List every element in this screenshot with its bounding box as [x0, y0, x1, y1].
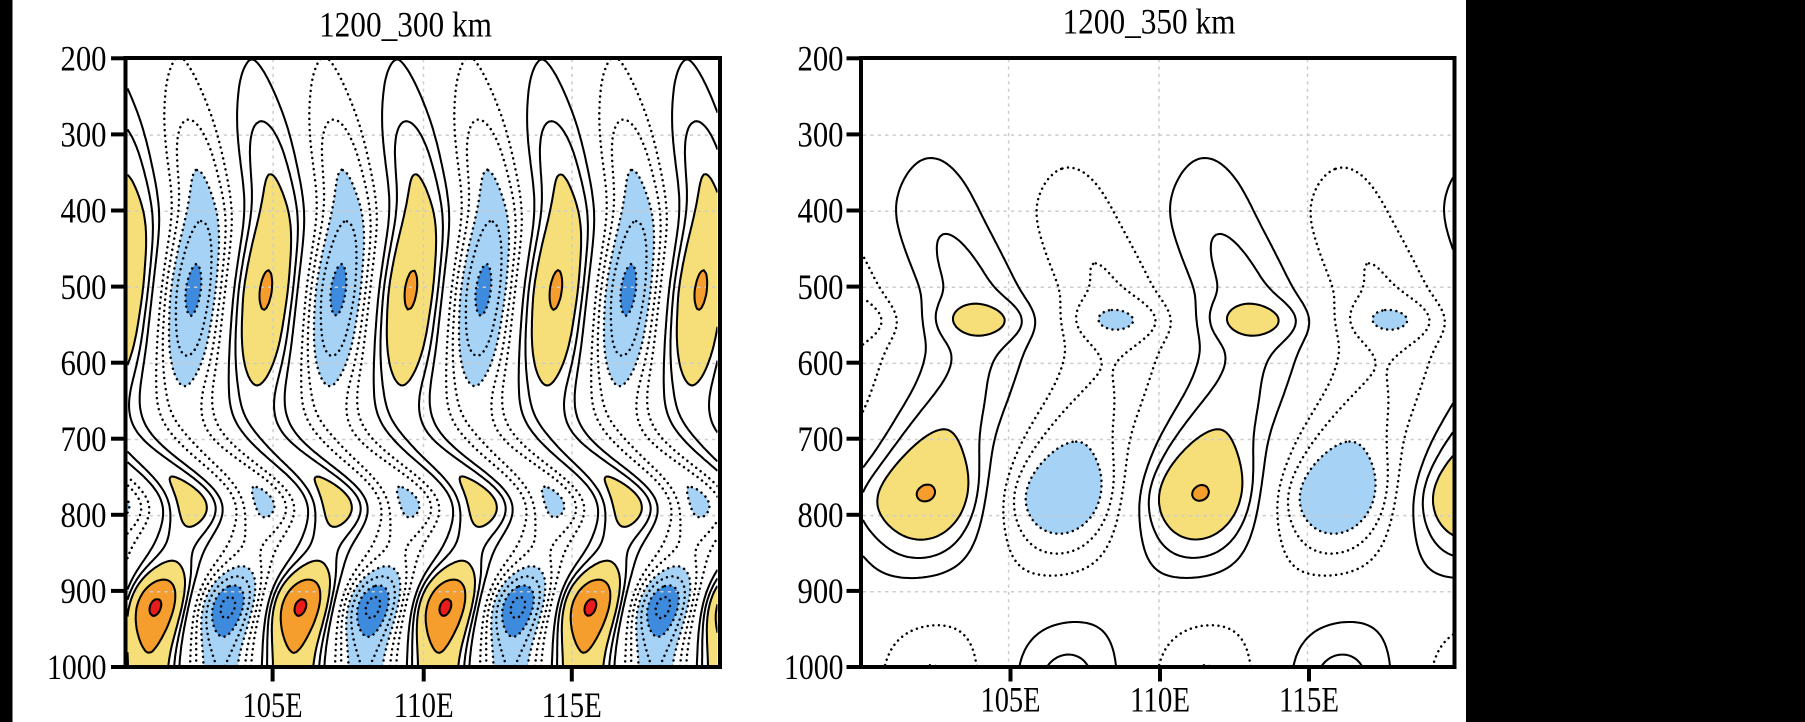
svg-text:800: 800: [61, 495, 107, 535]
svg-text:1000: 1000: [47, 647, 107, 687]
svg-text:115E: 115E: [1279, 680, 1339, 720]
svg-text:400: 400: [798, 191, 844, 231]
svg-text:500: 500: [61, 267, 107, 307]
svg-text:1200_300 km: 1200_300 km: [319, 5, 492, 45]
svg-text:400: 400: [61, 191, 107, 231]
svg-text:105E: 105E: [981, 680, 1041, 720]
svg-text:200: 200: [61, 39, 107, 79]
svg-text:300: 300: [61, 115, 107, 155]
svg-text:105E: 105E: [243, 685, 303, 722]
svg-text:300: 300: [798, 115, 844, 155]
svg-text:200: 200: [798, 39, 844, 79]
svg-text:700: 700: [798, 419, 844, 459]
svg-text:110E: 110E: [1130, 680, 1190, 720]
svg-text:110E: 110E: [394, 685, 454, 722]
svg-text:600: 600: [61, 343, 107, 383]
svg-text:1000: 1000: [784, 647, 844, 687]
svg-text:600: 600: [798, 343, 844, 383]
svg-text:800: 800: [798, 495, 844, 535]
svg-text:900: 900: [61, 571, 107, 611]
svg-text:115E: 115E: [542, 685, 602, 722]
svg-text:500: 500: [798, 267, 844, 307]
svg-text:900: 900: [798, 571, 844, 611]
svg-text:1200_350 km: 1200_350 km: [1063, 2, 1236, 42]
svg-text:700: 700: [61, 419, 107, 459]
